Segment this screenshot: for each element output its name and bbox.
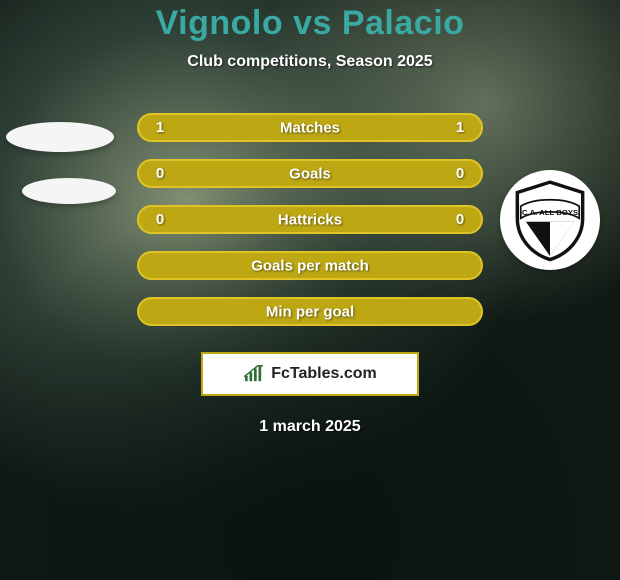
stat-right-value: 1	[453, 119, 467, 136]
stat-label: Goals	[289, 165, 331, 182]
date-line: 1 march 2025	[0, 418, 620, 436]
player-right-name: Palacio	[342, 4, 465, 42]
fctables-label: FcTables.com	[271, 365, 377, 383]
stat-row-matches: 1 Matches 1	[137, 113, 483, 142]
stat-label: Hattricks	[278, 211, 342, 228]
stat-row-hattricks: 0 Hattricks 0	[137, 205, 483, 234]
club-badge-right: C.A. ALL BOYS	[500, 170, 600, 270]
left-badge-ellipse-1	[6, 122, 114, 152]
page-title: Vignolo vs Palacio	[0, 4, 620, 43]
vs-separator: vs	[293, 4, 332, 42]
stat-left-value: 0	[153, 165, 167, 182]
content-root: Vignolo vs Palacio Club competitions, Se…	[0, 0, 620, 580]
stat-label: Min per goal	[266, 303, 354, 320]
stat-row-goals: 0 Goals 0	[137, 159, 483, 188]
stat-row-min-per-goal: Min per goal	[137, 297, 483, 326]
stat-label: Goals per match	[251, 257, 369, 274]
stat-left-value: 1	[153, 119, 167, 136]
shield-icon: C.A. ALL BOYS	[507, 177, 593, 263]
player-left-name: Vignolo	[156, 4, 284, 42]
stat-row-goals-per-match: Goals per match	[137, 251, 483, 280]
stat-left-value: 0	[153, 211, 167, 228]
bar-chart-icon	[243, 365, 265, 383]
stat-label: Matches	[280, 119, 340, 136]
left-badge-ellipse-2	[22, 178, 116, 204]
stat-rows: 1 Matches 1 0 Goals 0 0 Hattricks 0 Goal…	[137, 113, 483, 326]
subtitle: Club competitions, Season 2025	[0, 53, 620, 71]
badge-text: C.A. ALL BOYS	[522, 208, 578, 217]
stat-right-value: 0	[453, 165, 467, 182]
stat-right-value: 0	[453, 211, 467, 228]
fctables-attribution: FcTables.com	[201, 352, 419, 396]
